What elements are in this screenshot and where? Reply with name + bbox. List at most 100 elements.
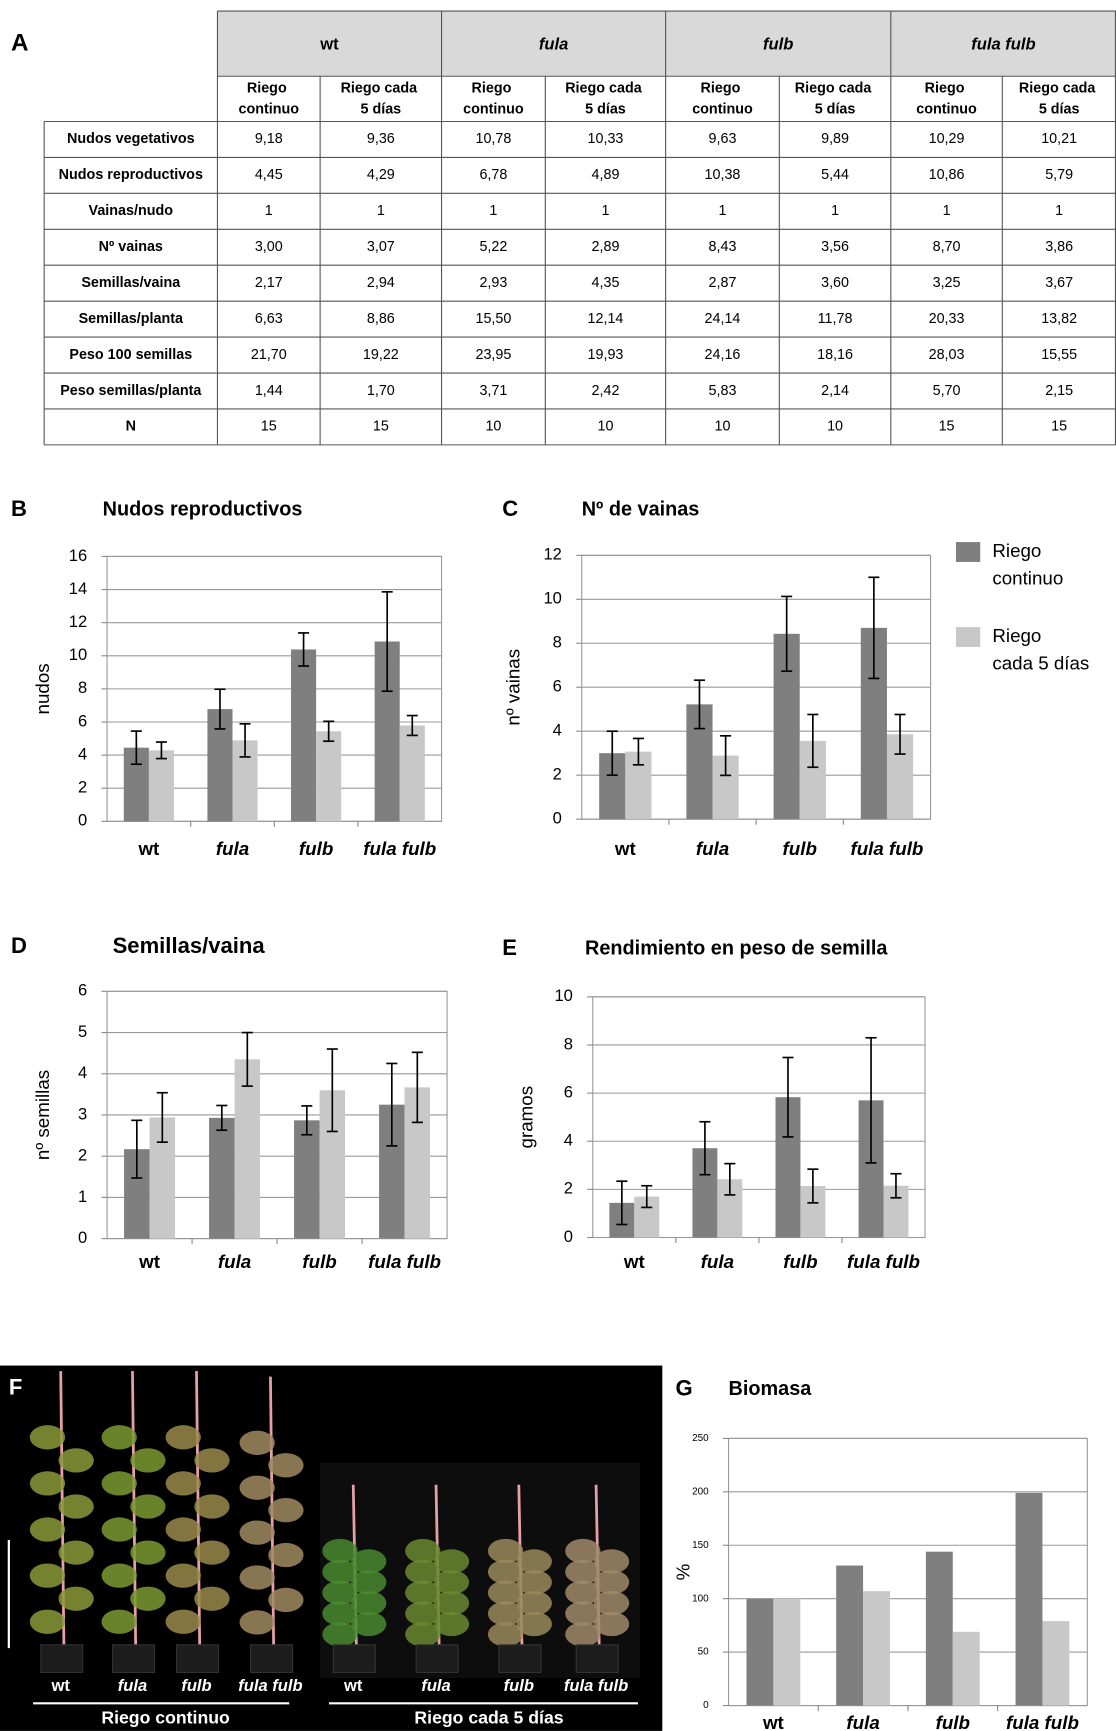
foliage: [268, 1498, 304, 1523]
foliage: [516, 1549, 552, 1574]
foliage: [487, 1622, 524, 1647]
foliage: [165, 1425, 201, 1450]
table-cell: 6,63: [255, 311, 283, 327]
y-tick-label: 200: [692, 1486, 709, 1497]
error-bar: [131, 1119, 143, 1179]
sub-header: Riego cada 5 días: [795, 80, 876, 117]
panel-letter: E: [502, 935, 517, 960]
row-label: Nudos reproductivos: [59, 167, 203, 183]
foliage: [194, 1448, 230, 1473]
x-tick-label: wt: [138, 1251, 161, 1272]
error-bar: [865, 1036, 877, 1164]
foliage: [433, 1590, 470, 1616]
table-cell: 10: [485, 419, 501, 435]
error-bar: [720, 734, 732, 777]
foliage: [565, 1622, 601, 1647]
table-cell: 3,25: [933, 275, 961, 291]
foliage: [433, 1611, 470, 1637]
error-bar: [156, 1091, 168, 1143]
table-cell: 5,79: [1045, 167, 1073, 183]
x-tick-label: fula: [216, 838, 249, 859]
x-tick-label: fulb: [783, 838, 817, 859]
error-bar: [326, 1048, 338, 1133]
table-cell: 15: [261, 419, 277, 435]
error-bar: [381, 591, 393, 693]
error-bar: [693, 679, 705, 730]
table-cell: 10: [827, 419, 843, 435]
foliage: [29, 1609, 66, 1634]
y-tick-label: 12: [69, 612, 87, 631]
foliage: [405, 1559, 441, 1584]
table-cell: 1: [943, 203, 951, 219]
foliage: [239, 1430, 275, 1455]
foliage: [130, 1494, 166, 1519]
bar: [746, 1598, 774, 1706]
table-cell: 10,38: [705, 167, 741, 183]
table-cell: 2,42: [592, 383, 620, 399]
error-bar: [241, 1031, 253, 1087]
header-bg: [217, 11, 1116, 77]
y-tick-label: 100: [692, 1593, 709, 1604]
y-tick-label: 12: [543, 545, 561, 564]
foliage: [565, 1538, 601, 1564]
y-tick-label: 4: [564, 1131, 573, 1150]
y-tick-label: 8: [564, 1034, 573, 1053]
y-tick-label: 8: [78, 678, 87, 697]
foliage: [487, 1538, 524, 1564]
table-cell: 1,44: [255, 383, 283, 399]
table-cell: 28,03: [929, 347, 965, 363]
table-cell: 3,86: [1045, 239, 1073, 255]
y-axis-label: nº vainas: [502, 649, 523, 726]
y-tick-label: 4: [78, 744, 87, 763]
foliage: [516, 1570, 552, 1595]
bar: [291, 649, 317, 822]
table-cell: 9,18: [255, 131, 283, 147]
foliage: [593, 1570, 630, 1595]
error-bar: [406, 714, 418, 737]
error-bar: [606, 730, 618, 776]
table-cell: 23,95: [475, 347, 511, 363]
chart-title: Semillas/vaina: [113, 933, 266, 958]
table-cell: 2,94: [367, 275, 395, 291]
legend-swatch: [955, 627, 981, 647]
table-cell: 4,29: [367, 167, 395, 183]
table-cell: 11,78: [818, 311, 853, 327]
foliage: [130, 1540, 166, 1565]
table-cell: 8,43: [709, 239, 737, 255]
bar: [316, 731, 342, 822]
sub-header: Riego cada 5 días: [1019, 80, 1100, 117]
photo-label: fula: [421, 1676, 450, 1695]
table-cell: 10: [597, 419, 613, 435]
row-label: Peso 100 semillas: [69, 347, 192, 363]
bar: [952, 1631, 980, 1706]
sub-header: Riego cada 5 días: [341, 80, 422, 117]
pot: [332, 1644, 376, 1673]
y-tick-label: 2: [78, 1146, 87, 1165]
foliage: [101, 1471, 137, 1496]
y-axis-label: gramos: [516, 1086, 537, 1149]
x-tick-label: fula: [701, 1251, 734, 1272]
table-cell: 2,15: [1045, 383, 1073, 399]
x-tick-label: fulb: [302, 1251, 336, 1272]
foliage: [565, 1559, 601, 1584]
sub-header: Riego continuo: [239, 80, 300, 117]
error-bar: [216, 1104, 228, 1132]
x-tick-label: fula fulb: [850, 838, 923, 859]
panel-letter: C: [502, 496, 518, 521]
foliage: [593, 1549, 630, 1574]
foliage: [351, 1570, 387, 1595]
error-bar: [130, 730, 142, 766]
foliage: [101, 1563, 137, 1588]
table-cell: 1: [831, 203, 839, 219]
table-cell: 3,56: [821, 239, 849, 255]
x-tick-label: fula: [218, 1251, 251, 1272]
y-tick-label: 2: [553, 765, 562, 784]
table-cell: 10,29: [929, 131, 965, 147]
y-tick-label: 14: [69, 579, 87, 598]
y-tick-label: 1: [78, 1187, 87, 1206]
bar: [773, 1598, 801, 1706]
photo-label: fula: [118, 1676, 147, 1695]
foliage: [351, 1611, 387, 1637]
table-cell: 4,45: [255, 167, 283, 183]
foliage: [130, 1448, 166, 1473]
